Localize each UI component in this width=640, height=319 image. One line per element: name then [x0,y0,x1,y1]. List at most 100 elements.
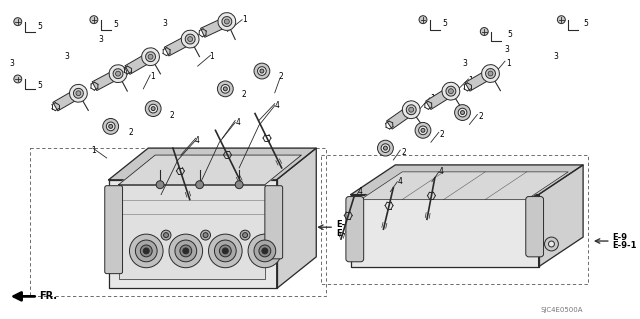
Circle shape [446,86,456,96]
Circle shape [545,237,558,251]
Text: 4: 4 [439,167,444,176]
Text: 2: 2 [170,111,175,120]
Circle shape [486,69,495,78]
Text: 4: 4 [358,187,363,196]
Polygon shape [118,185,265,278]
Circle shape [254,63,270,79]
Circle shape [222,17,232,26]
Circle shape [109,65,127,83]
Circle shape [488,71,493,76]
Circle shape [183,248,189,254]
Text: 3: 3 [554,52,558,61]
Circle shape [181,30,199,48]
Circle shape [109,124,113,128]
Circle shape [454,105,470,121]
Circle shape [161,230,171,240]
Circle shape [548,241,554,247]
Text: E-9-1: E-9-1 [336,229,360,238]
Circle shape [106,122,115,131]
Circle shape [449,89,453,94]
Circle shape [442,82,460,100]
Circle shape [145,101,161,116]
Circle shape [70,85,87,102]
Text: 1: 1 [91,145,95,155]
Circle shape [146,52,156,62]
Text: 1: 1 [150,72,155,81]
Circle shape [254,240,276,262]
Polygon shape [361,172,568,199]
Circle shape [185,34,195,44]
FancyBboxPatch shape [346,197,364,262]
Circle shape [480,27,488,35]
Text: 5: 5 [38,22,42,31]
Circle shape [458,108,467,117]
FancyBboxPatch shape [526,197,543,257]
Circle shape [383,146,387,150]
Circle shape [259,245,271,257]
Circle shape [188,37,193,41]
Circle shape [148,54,153,59]
Text: 1: 1 [468,77,473,85]
Circle shape [14,18,22,26]
Circle shape [164,233,168,238]
Text: 3: 3 [64,52,69,61]
Circle shape [260,69,264,73]
Text: E-9-1: E-9-1 [612,241,637,250]
Circle shape [225,19,229,24]
Text: 4: 4 [195,136,200,145]
Circle shape [180,245,192,257]
Circle shape [200,230,211,240]
Circle shape [461,111,465,115]
Circle shape [169,234,203,268]
Circle shape [482,65,499,82]
Polygon shape [92,69,120,91]
Circle shape [214,240,236,262]
Polygon shape [125,52,153,74]
Circle shape [129,234,163,268]
Circle shape [141,48,159,66]
Polygon shape [164,35,193,56]
Circle shape [415,122,431,138]
Polygon shape [276,148,316,288]
Text: 4: 4 [397,177,402,186]
Text: 3: 3 [463,59,467,68]
Text: 2: 2 [241,90,246,99]
Circle shape [156,181,164,189]
Circle shape [236,181,243,189]
Polygon shape [109,180,276,288]
Text: 3: 3 [504,45,509,54]
Text: 5: 5 [38,81,42,90]
Polygon shape [200,17,229,37]
Circle shape [222,248,228,254]
Text: 3: 3 [10,59,15,68]
Text: 3: 3 [99,35,104,44]
Polygon shape [351,165,583,195]
Bar [29,148,326,296]
Polygon shape [118,155,301,185]
Polygon shape [539,165,583,267]
Text: E-9: E-9 [612,233,628,241]
Polygon shape [465,69,493,91]
FancyBboxPatch shape [105,186,122,274]
Text: E-9: E-9 [336,220,351,229]
Text: 1: 1 [209,52,214,61]
Polygon shape [426,87,454,109]
Circle shape [116,71,120,76]
Text: 2: 2 [478,112,483,121]
Text: 2: 2 [278,72,284,81]
Text: 1: 1 [506,59,511,68]
Circle shape [76,91,81,96]
Circle shape [557,16,565,24]
FancyBboxPatch shape [265,186,283,259]
Text: 3: 3 [162,19,167,28]
Circle shape [151,107,155,111]
Circle shape [209,234,242,268]
Circle shape [220,245,231,257]
Polygon shape [387,106,414,129]
Circle shape [136,240,157,262]
Circle shape [140,245,152,257]
Text: 4: 4 [275,101,280,110]
Text: 2: 2 [440,130,445,139]
Circle shape [90,16,98,24]
Circle shape [175,240,196,262]
